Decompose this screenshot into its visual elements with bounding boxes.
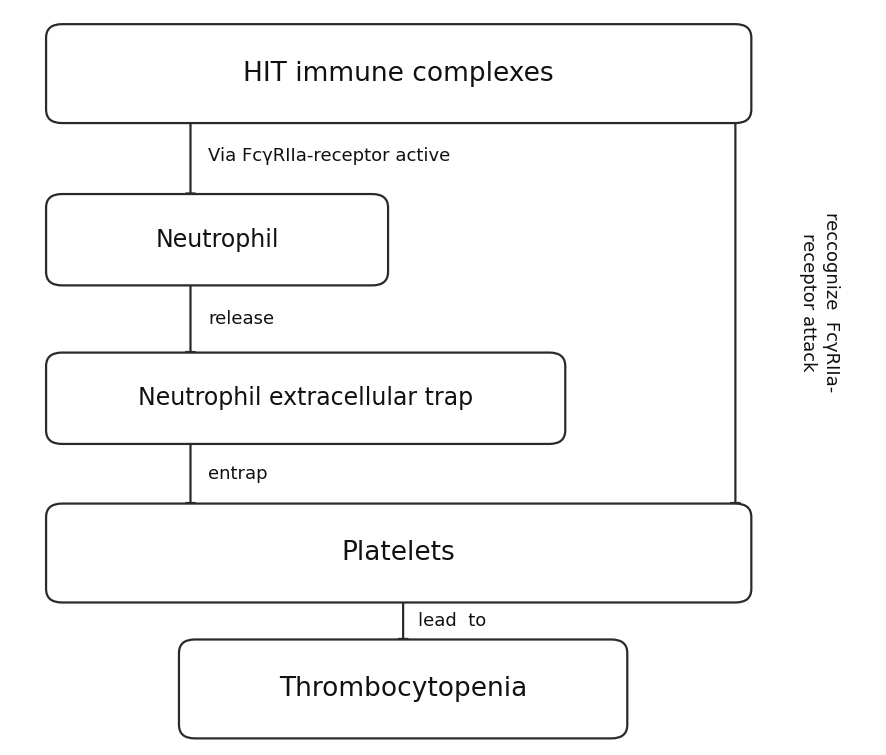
Text: HIT immune complexes: HIT immune complexes <box>244 60 554 87</box>
Text: Thrombocytopenia: Thrombocytopenia <box>279 676 527 702</box>
Text: lead  to: lead to <box>418 612 486 630</box>
Text: Via FcγRIIa-receptor active: Via FcγRIIa-receptor active <box>208 147 450 165</box>
FancyBboxPatch shape <box>46 194 388 285</box>
FancyBboxPatch shape <box>179 639 627 738</box>
FancyBboxPatch shape <box>46 504 751 602</box>
Text: Neutrophil: Neutrophil <box>155 228 279 251</box>
FancyBboxPatch shape <box>46 353 565 444</box>
Text: entrap: entrap <box>208 465 268 483</box>
Text: Platelets: Platelets <box>342 540 455 566</box>
FancyBboxPatch shape <box>46 24 751 123</box>
Text: reccognize  FcγRIIa-
receptor attack: reccognize FcγRIIa- receptor attack <box>799 212 840 392</box>
Text: Neutrophil extracellular trap: Neutrophil extracellular trap <box>138 387 473 410</box>
Text: release: release <box>208 310 275 328</box>
